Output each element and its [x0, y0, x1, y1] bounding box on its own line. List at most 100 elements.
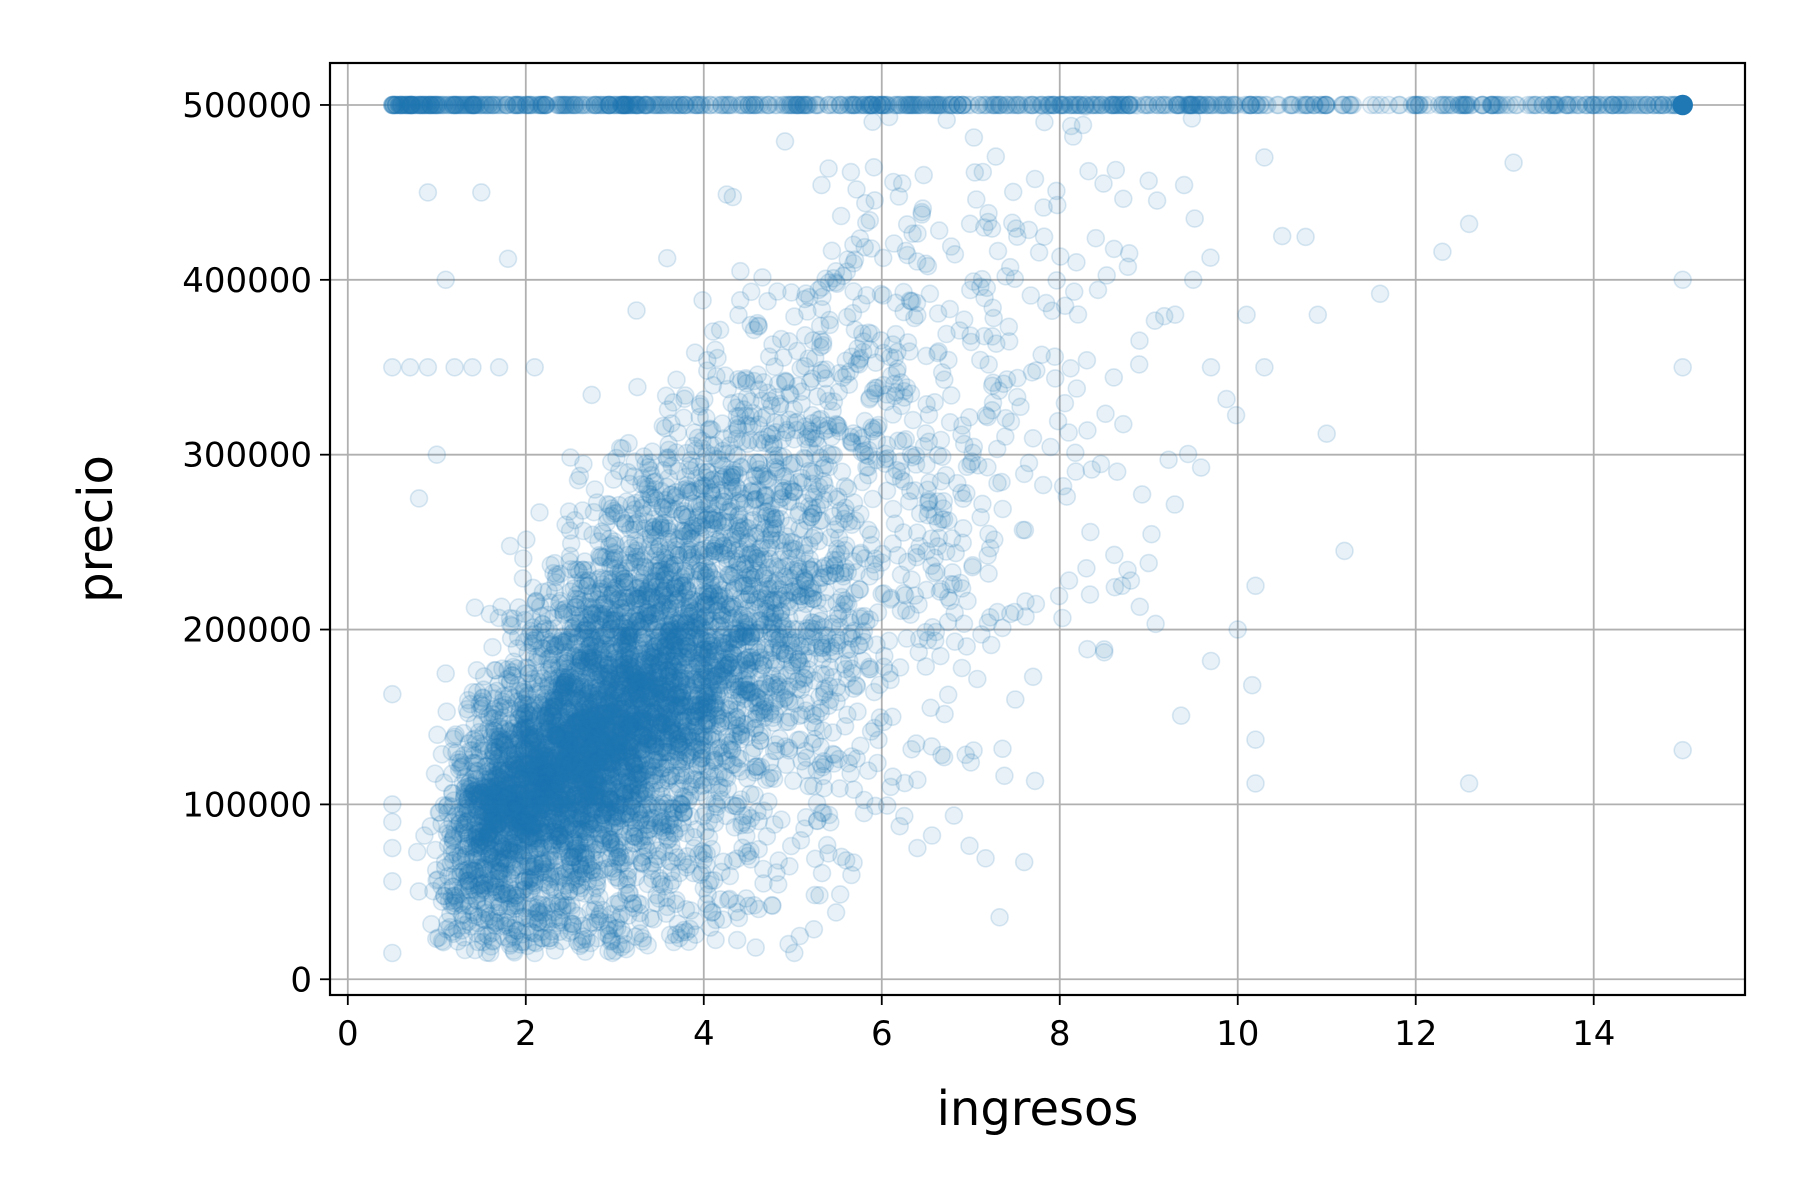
data-point [835, 267, 852, 284]
data-point [1106, 546, 1123, 563]
data-point [574, 502, 591, 519]
data-point [930, 343, 947, 360]
data-point [658, 905, 675, 922]
data-point [768, 424, 785, 441]
data-point [814, 865, 831, 882]
data-point [410, 883, 427, 900]
data-point [921, 285, 938, 302]
data-point [718, 186, 735, 203]
data-point [1002, 259, 1019, 276]
data-point [980, 356, 997, 373]
data-point [1027, 171, 1044, 188]
data-point [730, 306, 747, 323]
data-point [617, 936, 634, 953]
data-point [856, 239, 873, 256]
data-point [979, 459, 996, 476]
data-point [991, 382, 1008, 399]
data-point [1068, 254, 1085, 271]
data-point [773, 331, 790, 348]
data-point [755, 802, 772, 819]
data-point [864, 113, 881, 130]
data-point [518, 531, 535, 548]
data-point [1092, 456, 1109, 473]
data-point [926, 565, 943, 582]
data-point [783, 284, 800, 301]
data-point [901, 493, 918, 510]
data-point [1052, 248, 1069, 265]
data-point [548, 566, 565, 583]
data-point [861, 658, 878, 675]
data-point [867, 563, 884, 580]
data-point [1180, 446, 1197, 463]
data-point [968, 191, 985, 208]
data-point [1106, 240, 1123, 257]
data-point [1228, 407, 1245, 424]
data-point [1218, 391, 1235, 408]
data-point [1027, 596, 1044, 613]
data-point [1166, 496, 1183, 513]
data-point [1038, 295, 1055, 312]
data-point [502, 538, 519, 555]
data-point [895, 433, 912, 450]
data-point [1042, 439, 1059, 456]
data-point [804, 407, 821, 424]
data-point [991, 909, 1008, 926]
data-point [1022, 287, 1039, 304]
data-point [807, 719, 824, 736]
data-point [731, 408, 748, 425]
data-point [763, 525, 780, 542]
data-point [976, 290, 993, 307]
data-point [814, 288, 831, 305]
data-point [905, 412, 922, 429]
data-point [965, 129, 982, 146]
data-point [834, 463, 851, 480]
data-point [832, 886, 849, 903]
data-point [1031, 244, 1048, 261]
data-point [1087, 230, 1104, 247]
data-point [1024, 364, 1041, 381]
data-point [582, 935, 599, 952]
data-point [824, 746, 841, 763]
data-point [680, 856, 697, 873]
data-point [890, 188, 907, 205]
data-point [1005, 183, 1022, 200]
data-point [514, 570, 531, 587]
data-point [752, 467, 769, 484]
data-point [732, 263, 749, 280]
data-point [745, 511, 762, 528]
data-point [750, 482, 767, 499]
data-point [886, 235, 903, 252]
data-point [866, 192, 883, 209]
data-point [777, 133, 794, 150]
data-point [687, 344, 704, 361]
data-point [936, 371, 953, 388]
data-point [955, 490, 972, 507]
data-point [712, 321, 729, 338]
data-point [820, 160, 837, 177]
data-point [515, 550, 532, 567]
data-point [913, 204, 930, 221]
data-point [865, 382, 882, 399]
data-point [866, 684, 883, 701]
data-point [987, 148, 1004, 165]
data-point [924, 619, 941, 636]
data-point [931, 222, 948, 239]
data-point [1067, 463, 1084, 480]
data-point [805, 921, 822, 938]
data-point [777, 738, 794, 755]
data-point [637, 546, 654, 563]
data-point [1016, 522, 1033, 539]
data-point [686, 424, 703, 441]
data-point [808, 430, 825, 447]
data-point [813, 177, 830, 194]
data-point [738, 828, 755, 845]
data-point [962, 456, 979, 473]
data-point [831, 780, 848, 797]
data-point [932, 648, 949, 665]
data-point [812, 331, 829, 348]
data-point [527, 594, 544, 611]
data-point [969, 671, 986, 688]
data-point [775, 543, 792, 560]
data-point [1080, 163, 1097, 180]
data-point [437, 665, 454, 682]
